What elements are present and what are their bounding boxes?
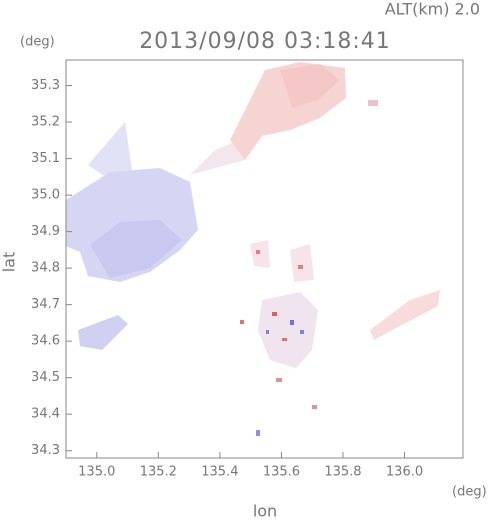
echo-region bbox=[190, 140, 245, 175]
x-tick-label: 135.2 bbox=[140, 465, 177, 480]
echo-speck bbox=[256, 430, 260, 436]
y-tick-label: 35.3 bbox=[31, 78, 60, 93]
echo-region bbox=[78, 315, 128, 350]
echo-region bbox=[88, 122, 132, 180]
x-tick-label: 135.0 bbox=[78, 465, 115, 480]
echo-speck bbox=[298, 265, 303, 269]
x-tick-label: 135.6 bbox=[263, 465, 300, 480]
y-unit: (deg) bbox=[20, 35, 55, 50]
y-tick-label: 34.4 bbox=[31, 407, 60, 422]
echo-region bbox=[290, 244, 314, 282]
x-tick-label: 136.0 bbox=[386, 465, 423, 480]
y-tick-label: 34.6 bbox=[31, 334, 60, 349]
plot-frame bbox=[65, 59, 464, 459]
y-tick-label: 34.3 bbox=[31, 443, 60, 458]
y-tick-label: 34.9 bbox=[31, 224, 60, 239]
y-tick-label: 34.7 bbox=[31, 297, 60, 312]
echo-speck bbox=[312, 405, 317, 409]
echo-regions bbox=[66, 62, 440, 436]
echo-speck bbox=[368, 100, 378, 106]
y-tick-label: 34.8 bbox=[31, 261, 60, 276]
echo-speck bbox=[282, 338, 287, 341]
x-axis-label: lon bbox=[253, 502, 277, 521]
echo-speck bbox=[276, 378, 282, 382]
echo-speck bbox=[290, 320, 294, 325]
x-tick-label: 135.8 bbox=[324, 465, 361, 480]
x-unit: (deg) bbox=[452, 485, 487, 500]
echo-speck bbox=[272, 312, 277, 316]
echo-region bbox=[258, 292, 318, 368]
x-tick-label: 135.4 bbox=[201, 465, 238, 480]
y-axis-label: lat bbox=[0, 252, 19, 273]
chart-title: 2013/09/08 03:18:41 bbox=[139, 29, 391, 54]
y-tick-label: 35.1 bbox=[31, 151, 60, 166]
echo-speck bbox=[256, 250, 260, 254]
y-tick-label: 35.0 bbox=[31, 188, 60, 203]
y-tick-label: 34.5 bbox=[31, 370, 60, 385]
echo-region bbox=[280, 64, 340, 108]
echo-speck bbox=[240, 320, 244, 324]
y-tick-label: 35.2 bbox=[31, 115, 60, 130]
echo-region bbox=[90, 220, 182, 278]
echo-speck bbox=[300, 330, 304, 334]
echo-speck bbox=[266, 330, 269, 334]
altitude-label: ALT(km) 2.0 bbox=[385, 0, 480, 19]
echo-region bbox=[370, 290, 440, 340]
